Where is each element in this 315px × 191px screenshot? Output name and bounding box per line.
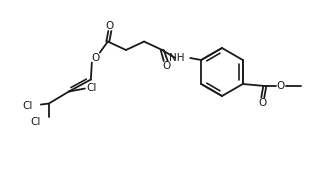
Text: O: O (106, 21, 114, 31)
Text: Cl: Cl (31, 117, 41, 127)
Text: O: O (259, 98, 267, 108)
Text: Cl: Cl (22, 100, 33, 111)
Text: Cl: Cl (87, 83, 97, 93)
Text: O: O (92, 53, 100, 62)
Text: NH: NH (169, 53, 184, 63)
Text: O: O (162, 61, 170, 71)
Text: O: O (277, 81, 285, 91)
